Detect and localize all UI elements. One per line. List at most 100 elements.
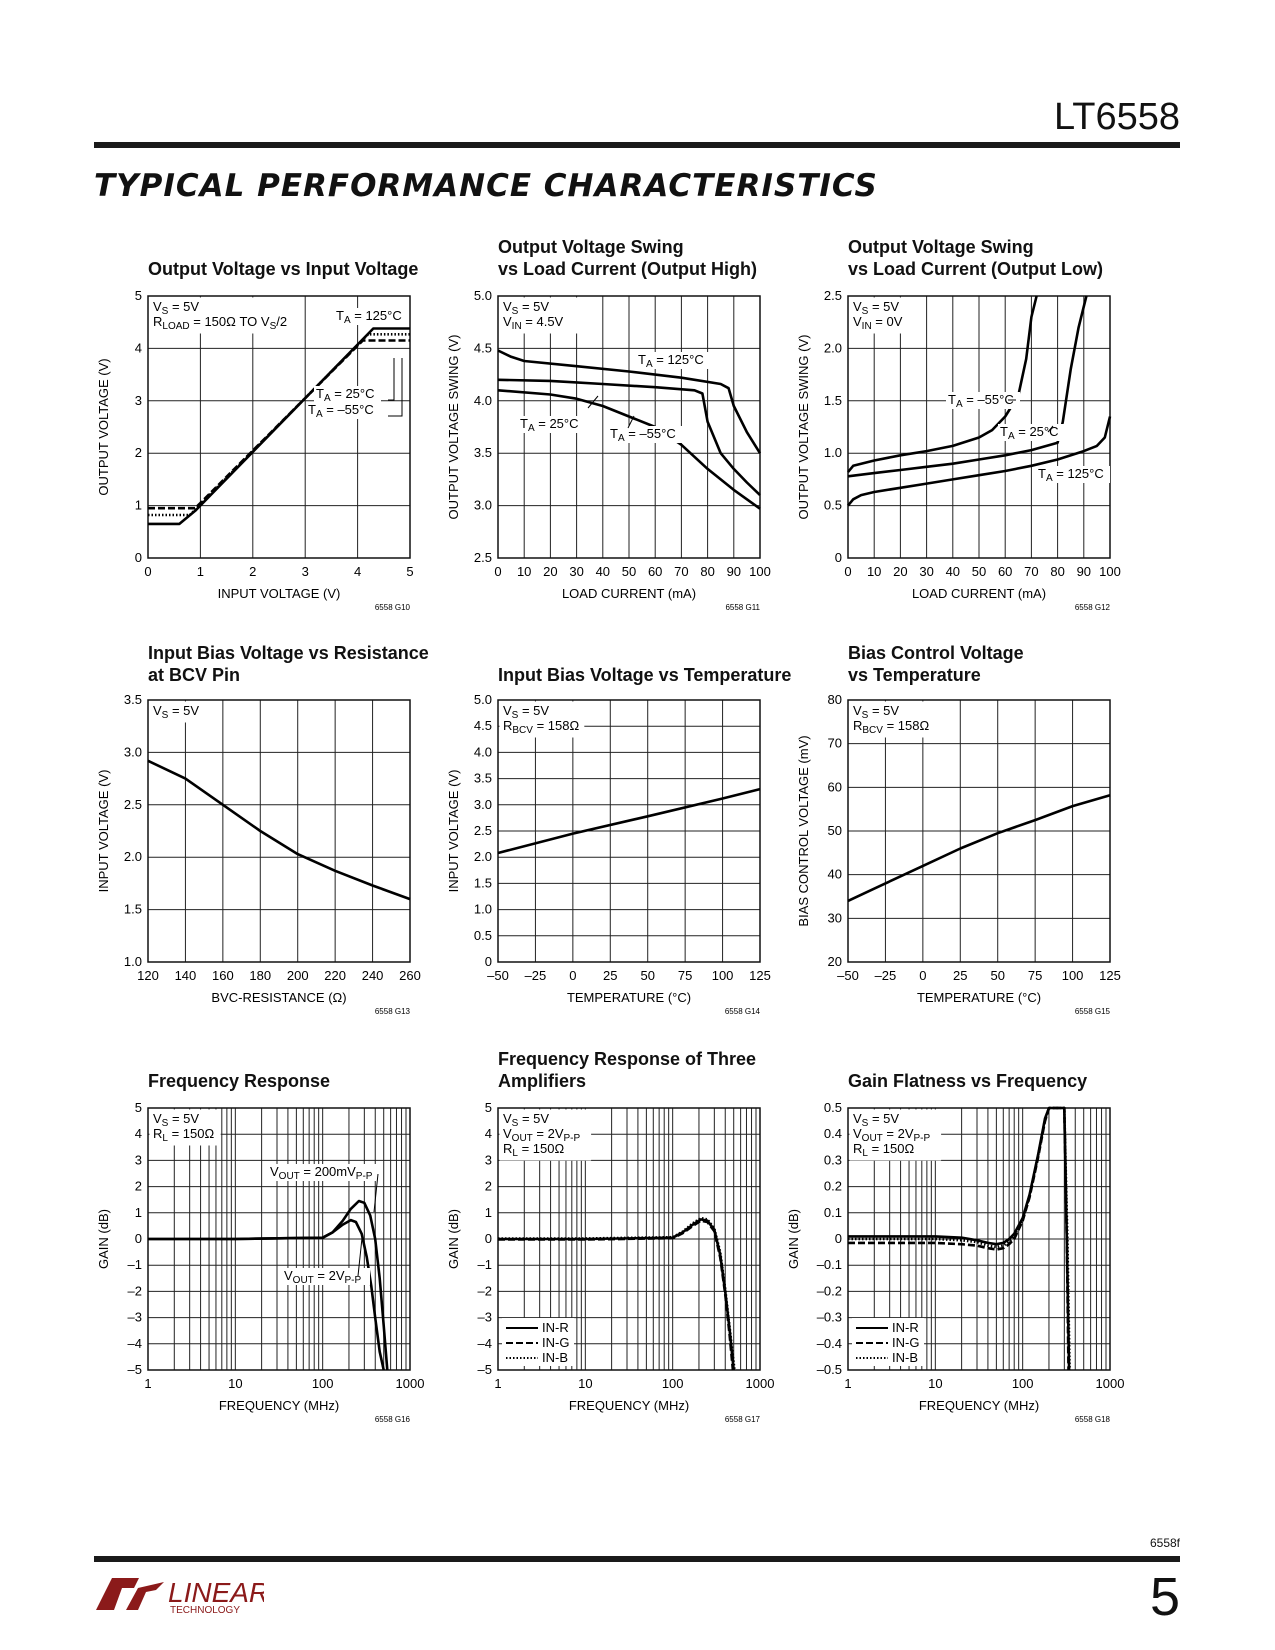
y-tick-label: 60 — [828, 779, 842, 794]
chart-svg: 20 30 40 50 60 70 80 –50 –25 0 25 50 75 100 125 TEMPERA… — [796, 692, 1121, 1016]
y-tick-label: 4 — [135, 340, 142, 355]
x-tick-label: 1 — [197, 564, 204, 579]
plot-frame — [847, 295, 1111, 559]
condition-text: VS = 5V — [853, 703, 899, 721]
x-tick-label: –50 — [837, 968, 859, 983]
x-tick-label: 4 — [354, 564, 361, 579]
y-tick-label: –1 — [128, 1257, 142, 1272]
x-tick-label: 180 — [249, 968, 271, 983]
x-tick-label: 50 — [640, 968, 654, 983]
y-tick-label: 40 — [828, 867, 842, 882]
x-tick-label: 10 — [867, 564, 881, 579]
y-tick-label: –0.4 — [817, 1336, 842, 1351]
x-tick-label: 75 — [678, 968, 692, 983]
condition-text: RLOAD = 150Ω TO VS/2 — [153, 314, 287, 332]
header-rule — [94, 142, 1180, 148]
x-axis-label: FREQUENCY (MHz) — [919, 1398, 1039, 1413]
x-tick-label: –50 — [487, 968, 509, 983]
grid — [847, 295, 1111, 559]
y-tick-label: –2 — [478, 1283, 492, 1298]
series-line — [148, 1218, 385, 1371]
y-tick-label: 3.0 — [474, 797, 492, 812]
series-line — [848, 1106, 1071, 1371]
series-line — [497, 349, 762, 454]
x-tick-label: 1 — [844, 1376, 851, 1391]
x-tick-label: 160 — [212, 968, 234, 983]
y-tick-label: 4.5 — [474, 340, 492, 355]
page-number: 5 — [1149, 1567, 1180, 1627]
logo-mark-icon — [96, 1578, 164, 1610]
annotation-bg — [1036, 466, 1110, 483]
chart-title: vs Temperature — [848, 665, 981, 685]
chart-g12: Output Voltage Swing vs Load Current (Out… — [778, 236, 1178, 636]
y-tick-label: 2.5 — [474, 823, 492, 838]
y-tick-label: 3.5 — [474, 445, 492, 460]
y-tick-label: 50 — [828, 823, 842, 838]
chart-svg: 1.0 1.5 2.0 2.5 3.0 3.5 120 140 160 180 200 220 240 2… — [96, 692, 421, 1016]
x-tick-label: 10 — [578, 1376, 592, 1391]
y-axis-label: GAIN (dB) — [446, 1209, 461, 1269]
y-tick-label: 0.1 — [824, 1205, 842, 1220]
chart-title: vs Load Current (Output Low) — [848, 259, 1103, 279]
y-tick-label: 0.3 — [824, 1152, 842, 1167]
condition-text: VS = 5V — [153, 1111, 199, 1129]
legend-label: IN-B — [892, 1350, 918, 1365]
conditions-box — [849, 297, 914, 334]
series-line — [848, 1106, 1070, 1371]
x-axis-label: FREQUENCY (MHz) — [569, 1398, 689, 1413]
y-tick-label: 5.0 — [474, 692, 492, 707]
y-tick-label: 4 — [135, 1126, 142, 1141]
doc-number: 6558f — [1149, 1536, 1180, 1550]
figure-id: 6558 G16 — [375, 1415, 411, 1424]
x-tick-label: 25 — [603, 968, 617, 983]
chart-title: at BCV Pin — [148, 665, 241, 685]
part-number: LT6558 — [1053, 96, 1180, 138]
condition-text: VS = 5V — [153, 703, 199, 721]
annotation-bg — [282, 1268, 370, 1285]
y-tick-label: 1.5 — [124, 902, 142, 917]
series-line — [147, 759, 411, 901]
x-tick-label: 125 — [1099, 968, 1121, 983]
x-tick-label: 30 — [569, 564, 583, 579]
condition-text: VS = 5V — [853, 299, 899, 317]
x-tick-label: 100 — [1012, 1376, 1034, 1391]
annotation-label: VOUT = 2VP-P — [284, 1268, 362, 1286]
x-tick-label: 1000 — [1096, 1376, 1125, 1391]
annotation-bg — [946, 392, 1020, 409]
legend-label: IN-G — [892, 1335, 919, 1350]
chart-svg: 0 0.5 1.0 1.5 2.0 2.5 3.0 3.5 4.0 4.5 5.0 –50 –25 0 25… — [446, 692, 771, 1016]
x-tick-label: 0 — [844, 564, 851, 579]
chart-title: Output Voltage Swing — [848, 237, 1034, 257]
legend-label: IN-G — [542, 1335, 569, 1350]
annotation-label: TA = 25°C — [520, 416, 579, 434]
chart-g10: Output Voltage vs Input Voltage 0 1 2 3 4 5 0 1 2… — [78, 236, 478, 636]
figure-id: 6558 G15 — [1075, 1007, 1111, 1016]
series-line — [846, 295, 1038, 473]
series-line — [846, 416, 1112, 507]
y-tick-label: –5 — [128, 1362, 142, 1377]
x-tick-label: 240 — [362, 968, 384, 983]
annotation-label: TA = –55°C — [610, 426, 676, 444]
x-tick-label: 90 — [1077, 564, 1091, 579]
series-line — [497, 389, 761, 510]
annotation-label: TA = 125°C — [638, 352, 704, 370]
annotation-bg — [334, 308, 408, 325]
y-tick-label: 5 — [135, 288, 142, 303]
y-axis-label: BIAS CONTROL VOLTAGE (mV) — [796, 735, 811, 926]
y-tick-label: 2 — [135, 1179, 142, 1194]
y-axis-label: GAIN (dB) — [786, 1209, 801, 1269]
condition-text: VOUT = 2VP-P — [853, 1126, 931, 1144]
x-tick-label: 60 — [648, 564, 662, 579]
annotation-leader — [357, 1237, 363, 1277]
y-tick-label: –1 — [478, 1257, 492, 1272]
annotation-label: TA = 25°C — [316, 386, 375, 404]
x-tick-label: 1 — [494, 1376, 501, 1391]
chart-g13: Input Bias Voltage vs Resistance at BCV P… — [78, 640, 478, 1040]
chart-g18: Gain Flatness vs Frequency –0.5 –0.4 –0.3 –0… — [778, 1048, 1178, 1448]
chart-title: Amplifiers — [498, 1071, 587, 1091]
chart-svg: 0 0.5 1.0 1.5 2.0 2.5 0 10 20 30 40 50 60 70 80 90 100 LO… — [796, 288, 1121, 612]
chart-svg: 0 1 2 3 4 5 0 1 2 3 4 5 INPUT VOLTAGE (V) OUTPUT VOLT… — [96, 288, 414, 612]
y-tick-label: 2.5 — [824, 288, 842, 303]
x-tick-label: 260 — [399, 968, 421, 983]
x-tick-label: 120 — [137, 968, 159, 983]
